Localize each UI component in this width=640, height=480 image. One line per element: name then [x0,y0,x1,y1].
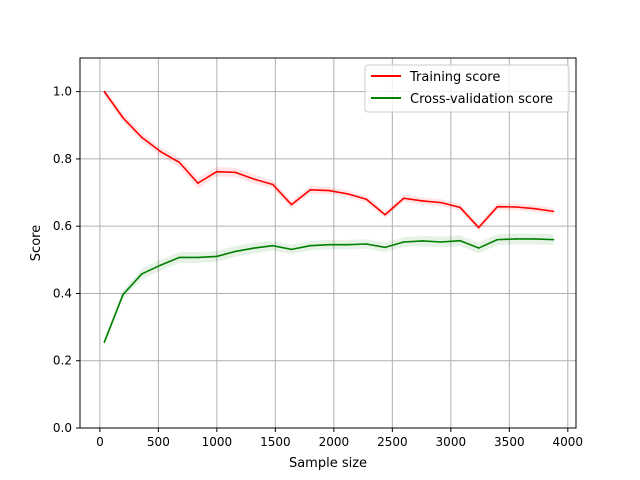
training-score-point [271,183,274,186]
training-score-point [178,161,180,164]
legend-label-cross-validation: Cross-validation score [410,92,553,107]
training-score-point [515,206,517,208]
y-tick-label: 0.2 [53,354,72,368]
cross-validation-score-point [459,239,461,242]
plot-frame [79,57,577,429]
cross-validation-score-point [253,247,255,249]
training-score-point [403,197,405,200]
x-tick-label: 3000 [436,435,467,449]
cross-validation-score-point [309,244,312,247]
cross-validation-score-point [496,238,499,241]
y-tick-label: 0.6 [53,219,72,233]
training-score-point [290,203,293,206]
cross-validation-score-point [234,250,237,253]
x-axis-label: Sample size [289,456,367,471]
training-score-point [140,136,143,139]
y-tick-label: 0.8 [53,152,72,166]
x-tick-label: 1500 [260,435,291,449]
training-score-point [552,210,555,213]
cross-validation-score-point [384,246,386,249]
cross-validation-score-point [140,273,143,275]
training-score-point [103,90,106,93]
x-tick-label: 1000 [202,435,233,449]
cross-validation-score-point [271,244,274,247]
x-tick-label: 500 [147,435,170,449]
x-tick-label: 4000 [553,435,584,449]
x-tick-label: 0 [96,435,104,449]
y-axis-label: Score [29,225,44,261]
training-score-point [384,213,386,216]
training-score-point [346,193,349,195]
cross-validation-score-point [328,243,330,246]
cross-validation-score-point [477,247,480,249]
x-tick-label: 2500 [377,435,408,449]
x-tick-label: 3500 [494,435,525,449]
cross-validation-score-point [178,256,180,259]
training-score-point [253,178,255,180]
cross-validation-score-point [421,240,424,242]
confidence-bands [104,87,554,346]
legend-box [364,64,570,113]
training-score-point [122,117,124,119]
y-tick-label: 0.0 [53,421,72,435]
cross-validation-score-point [365,243,368,245]
legend: Training score Cross-validation score [364,64,570,113]
training-score-point [365,198,368,201]
training-score-point [459,206,461,209]
cross-validation-score-point [346,243,349,246]
cross-validation-score-point [215,255,218,258]
training-score-point [215,170,218,173]
cross-validation-score-band [104,233,554,346]
x-tick-label: 2000 [319,435,350,449]
axis-ticks: 0 500 1000 1500 2000 2500 3000 3500 4000 0.0 0.2 0.… [53,85,583,449]
y-tick-label: 0.4 [53,286,72,300]
y-tick-label: 1.0 [53,85,72,99]
legend-label-training: Training score [409,70,500,85]
training-score-point [496,205,499,208]
cross-validation-score-point [403,241,405,243]
training-score-point [309,189,312,191]
cross-validation-score-point [552,238,555,241]
training-score-point [440,201,443,204]
series-lines [103,90,555,344]
cross-validation-score-point [515,238,517,240]
cross-validation-score-point [122,293,124,296]
training-score-point [534,207,536,210]
cross-validation-score-point [534,238,536,240]
training-score-point [234,171,237,174]
cross-validation-score-point [290,248,293,251]
training-score-point [159,150,162,153]
training-score-point [477,226,480,229]
cross-validation-score-point [159,264,162,267]
training-score-point [421,200,424,202]
cross-validation-score-point [197,256,199,259]
cross-validation-score-point [440,241,443,243]
training-score-point [328,189,330,192]
cross-validation-score-point [103,341,106,344]
training-score-point [197,182,199,184]
